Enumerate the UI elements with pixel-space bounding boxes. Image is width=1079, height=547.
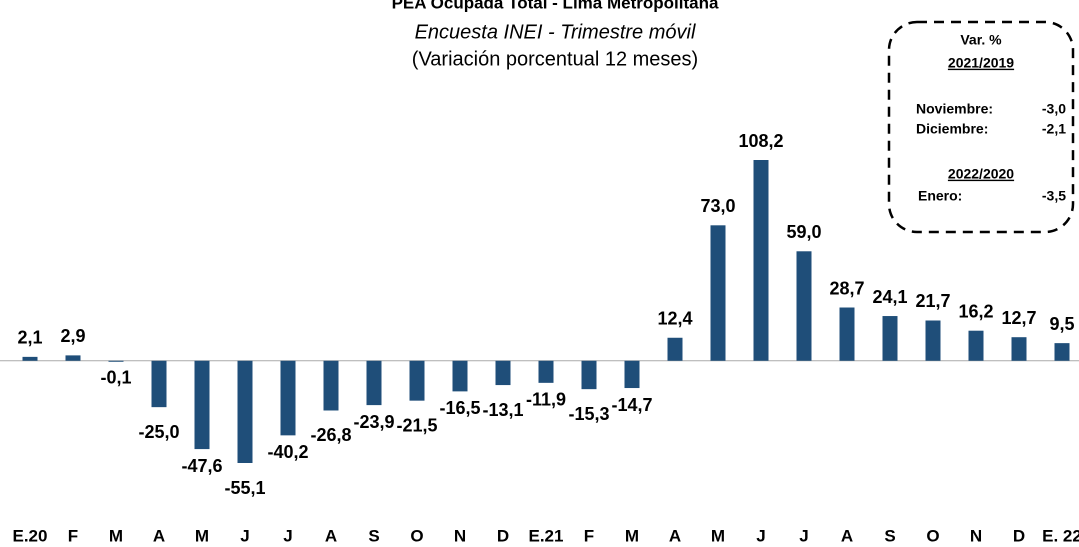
bar — [65, 355, 81, 361]
annotation-value: -3,5 — [1042, 188, 1066, 204]
chart-title: PEA Ocupada Total - Lima Metropolitana — [392, 0, 719, 12]
x-tick-label: M — [109, 526, 123, 545]
value-label: -21,5 — [396, 415, 437, 435]
value-label: 108,2 — [738, 131, 783, 151]
x-tick-label: E.20 — [13, 526, 48, 545]
x-tick-label: S — [884, 526, 895, 545]
value-label: 59,0 — [786, 222, 821, 242]
x-tick-label: M — [711, 526, 725, 545]
value-label: 9,5 — [1049, 314, 1074, 334]
bar — [366, 360, 382, 406]
x-tick-label: A — [841, 526, 853, 545]
bar — [22, 356, 38, 361]
value-label: 2,9 — [60, 326, 85, 346]
value-label: -14,7 — [611, 395, 652, 415]
value-label: 28,7 — [829, 278, 864, 298]
x-tick-label: M — [195, 526, 209, 545]
value-label: 12,4 — [657, 309, 692, 329]
bar — [452, 360, 468, 392]
bar — [1011, 337, 1027, 361]
value-label: -11,9 — [526, 390, 566, 410]
value-label: -47,6 — [181, 456, 222, 476]
bar — [194, 360, 210, 450]
bar — [151, 360, 167, 408]
value-label: -0,1 — [100, 368, 131, 388]
x-tick-label: F — [584, 526, 594, 545]
value-label: -26,8 — [310, 425, 351, 445]
value-label: 2,1 — [17, 328, 42, 348]
bar — [710, 225, 726, 361]
bar — [280, 360, 296, 436]
bar — [968, 330, 984, 361]
bar — [538, 360, 554, 383]
value-label: 12,7 — [1001, 308, 1036, 328]
x-tick-label: A — [669, 526, 681, 545]
bar — [925, 320, 941, 361]
annotation-period: 2021/2019 — [948, 55, 1014, 71]
bar — [753, 160, 769, 361]
annotation-label: Noviembre: — [916, 101, 993, 117]
value-label: -23,9 — [353, 412, 394, 432]
x-tick-label: D — [1013, 526, 1025, 545]
bar — [1054, 343, 1070, 361]
annotation-label: Enero: — [918, 188, 962, 204]
value-label: -55,1 — [224, 478, 265, 498]
bar — [237, 360, 253, 463]
value-label: -16,5 — [439, 398, 480, 418]
bar — [839, 307, 855, 361]
bar — [667, 337, 683, 361]
bar — [409, 360, 425, 401]
x-tick-label: J — [756, 526, 765, 545]
annotation-period: 2022/2020 — [948, 166, 1014, 182]
value-label: 73,0 — [700, 196, 735, 216]
x-tick-label: J — [799, 526, 808, 545]
bar — [796, 251, 812, 361]
value-label: 24,1 — [872, 287, 907, 307]
bar — [108, 360, 124, 362]
x-tick-label: M — [625, 526, 639, 545]
x-tick-label: E. 22 — [1042, 526, 1079, 545]
annotation-box — [887, 20, 1075, 234]
x-tick-label: O — [926, 526, 939, 545]
x-tick-label: N — [454, 526, 466, 545]
x-tick-label: A — [325, 526, 337, 545]
bar — [495, 360, 511, 386]
annotation-label: Diciembre: — [916, 121, 988, 137]
value-label: -40,2 — [267, 442, 308, 462]
bar — [882, 316, 898, 361]
value-label: -13,1 — [482, 400, 523, 420]
value-label: 21,7 — [915, 291, 950, 311]
annotation-heading: Var. % — [960, 32, 1002, 48]
bar — [323, 360, 339, 411]
value-label: -15,3 — [568, 404, 609, 424]
x-tick-label: O — [410, 526, 423, 545]
value-label: -25,0 — [138, 422, 179, 442]
x-tick-label: J — [240, 526, 249, 545]
bar — [581, 360, 597, 390]
x-tick-label: F — [68, 526, 78, 545]
x-tick-label: S — [368, 526, 379, 545]
x-tick-label: J — [283, 526, 292, 545]
annotation-value: -2,1 — [1042, 121, 1066, 137]
x-tick-label: N — [970, 526, 982, 545]
chart-subtitle: Encuesta INEI - Trimestre móvil — [415, 21, 696, 43]
annotation-value: -3,0 — [1042, 101, 1066, 117]
x-tick-label: A — [153, 526, 165, 545]
x-tick-label: D — [497, 526, 509, 545]
chart-subtitle: (Variación porcentual 12 meses) — [412, 48, 698, 70]
value-label: 16,2 — [958, 301, 993, 321]
x-tick-label: E.21 — [529, 526, 564, 545]
bar — [624, 360, 640, 389]
